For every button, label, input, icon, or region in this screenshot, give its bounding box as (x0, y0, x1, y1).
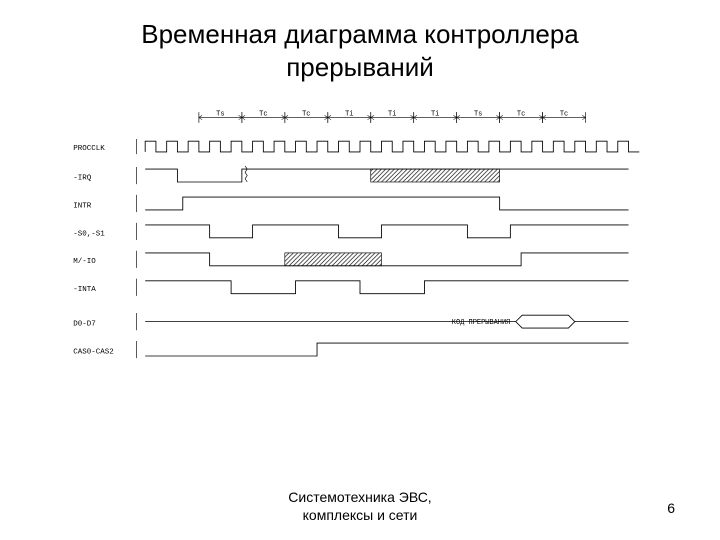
svg-text:Ts: Ts (474, 110, 482, 118)
svg-text:Ti: Ti (431, 110, 439, 118)
svg-text:-S0,-S1: -S0,-S1 (73, 230, 105, 238)
timing-diagram: Ts Tc Tc Ti Ti Ti Ts Tc Tc PROCCLK -IRQ INTR -S0,-S1… (70, 100, 650, 380)
slide-footer: Системотехника ЭВС, комплексы и сети (0, 489, 720, 524)
svg-text:Tc: Tc (259, 110, 267, 118)
title-line2: прерываний (286, 52, 434, 82)
slide-title: Временная диаграмма контроллера прерыван… (0, 18, 720, 83)
svg-text:M/-IO: M/-IO (73, 258, 96, 266)
svg-text:CAS0-CAS2: CAS0-CAS2 (73, 348, 114, 356)
svg-text:Ti: Ti (388, 110, 396, 118)
footer-line2: комплексы и сети (303, 507, 418, 523)
svg-text:Tc: Tc (302, 110, 310, 118)
page-number: 6 (667, 500, 675, 516)
svg-text:Tc: Tc (560, 110, 568, 118)
svg-text:-IRQ: -IRQ (73, 174, 92, 182)
svg-text:Ti: Ti (345, 110, 353, 118)
svg-text:Ts: Ts (216, 110, 224, 118)
svg-text:D0-D7: D0-D7 (73, 320, 96, 328)
svg-text:INTR: INTR (73, 202, 92, 210)
svg-text:Tc: Tc (517, 110, 525, 118)
footer-line1: Системотехника ЭВС, (288, 489, 431, 505)
svg-text:КОД ПРЕРЫВАНИЯ: КОД ПРЕРЫВАНИЯ (452, 319, 511, 327)
title-line1: Временная диаграмма контроллера (141, 19, 579, 49)
svg-text:PROCCLK: PROCCLK (73, 145, 105, 153)
svg-text:-INTA: -INTA (73, 286, 96, 294)
